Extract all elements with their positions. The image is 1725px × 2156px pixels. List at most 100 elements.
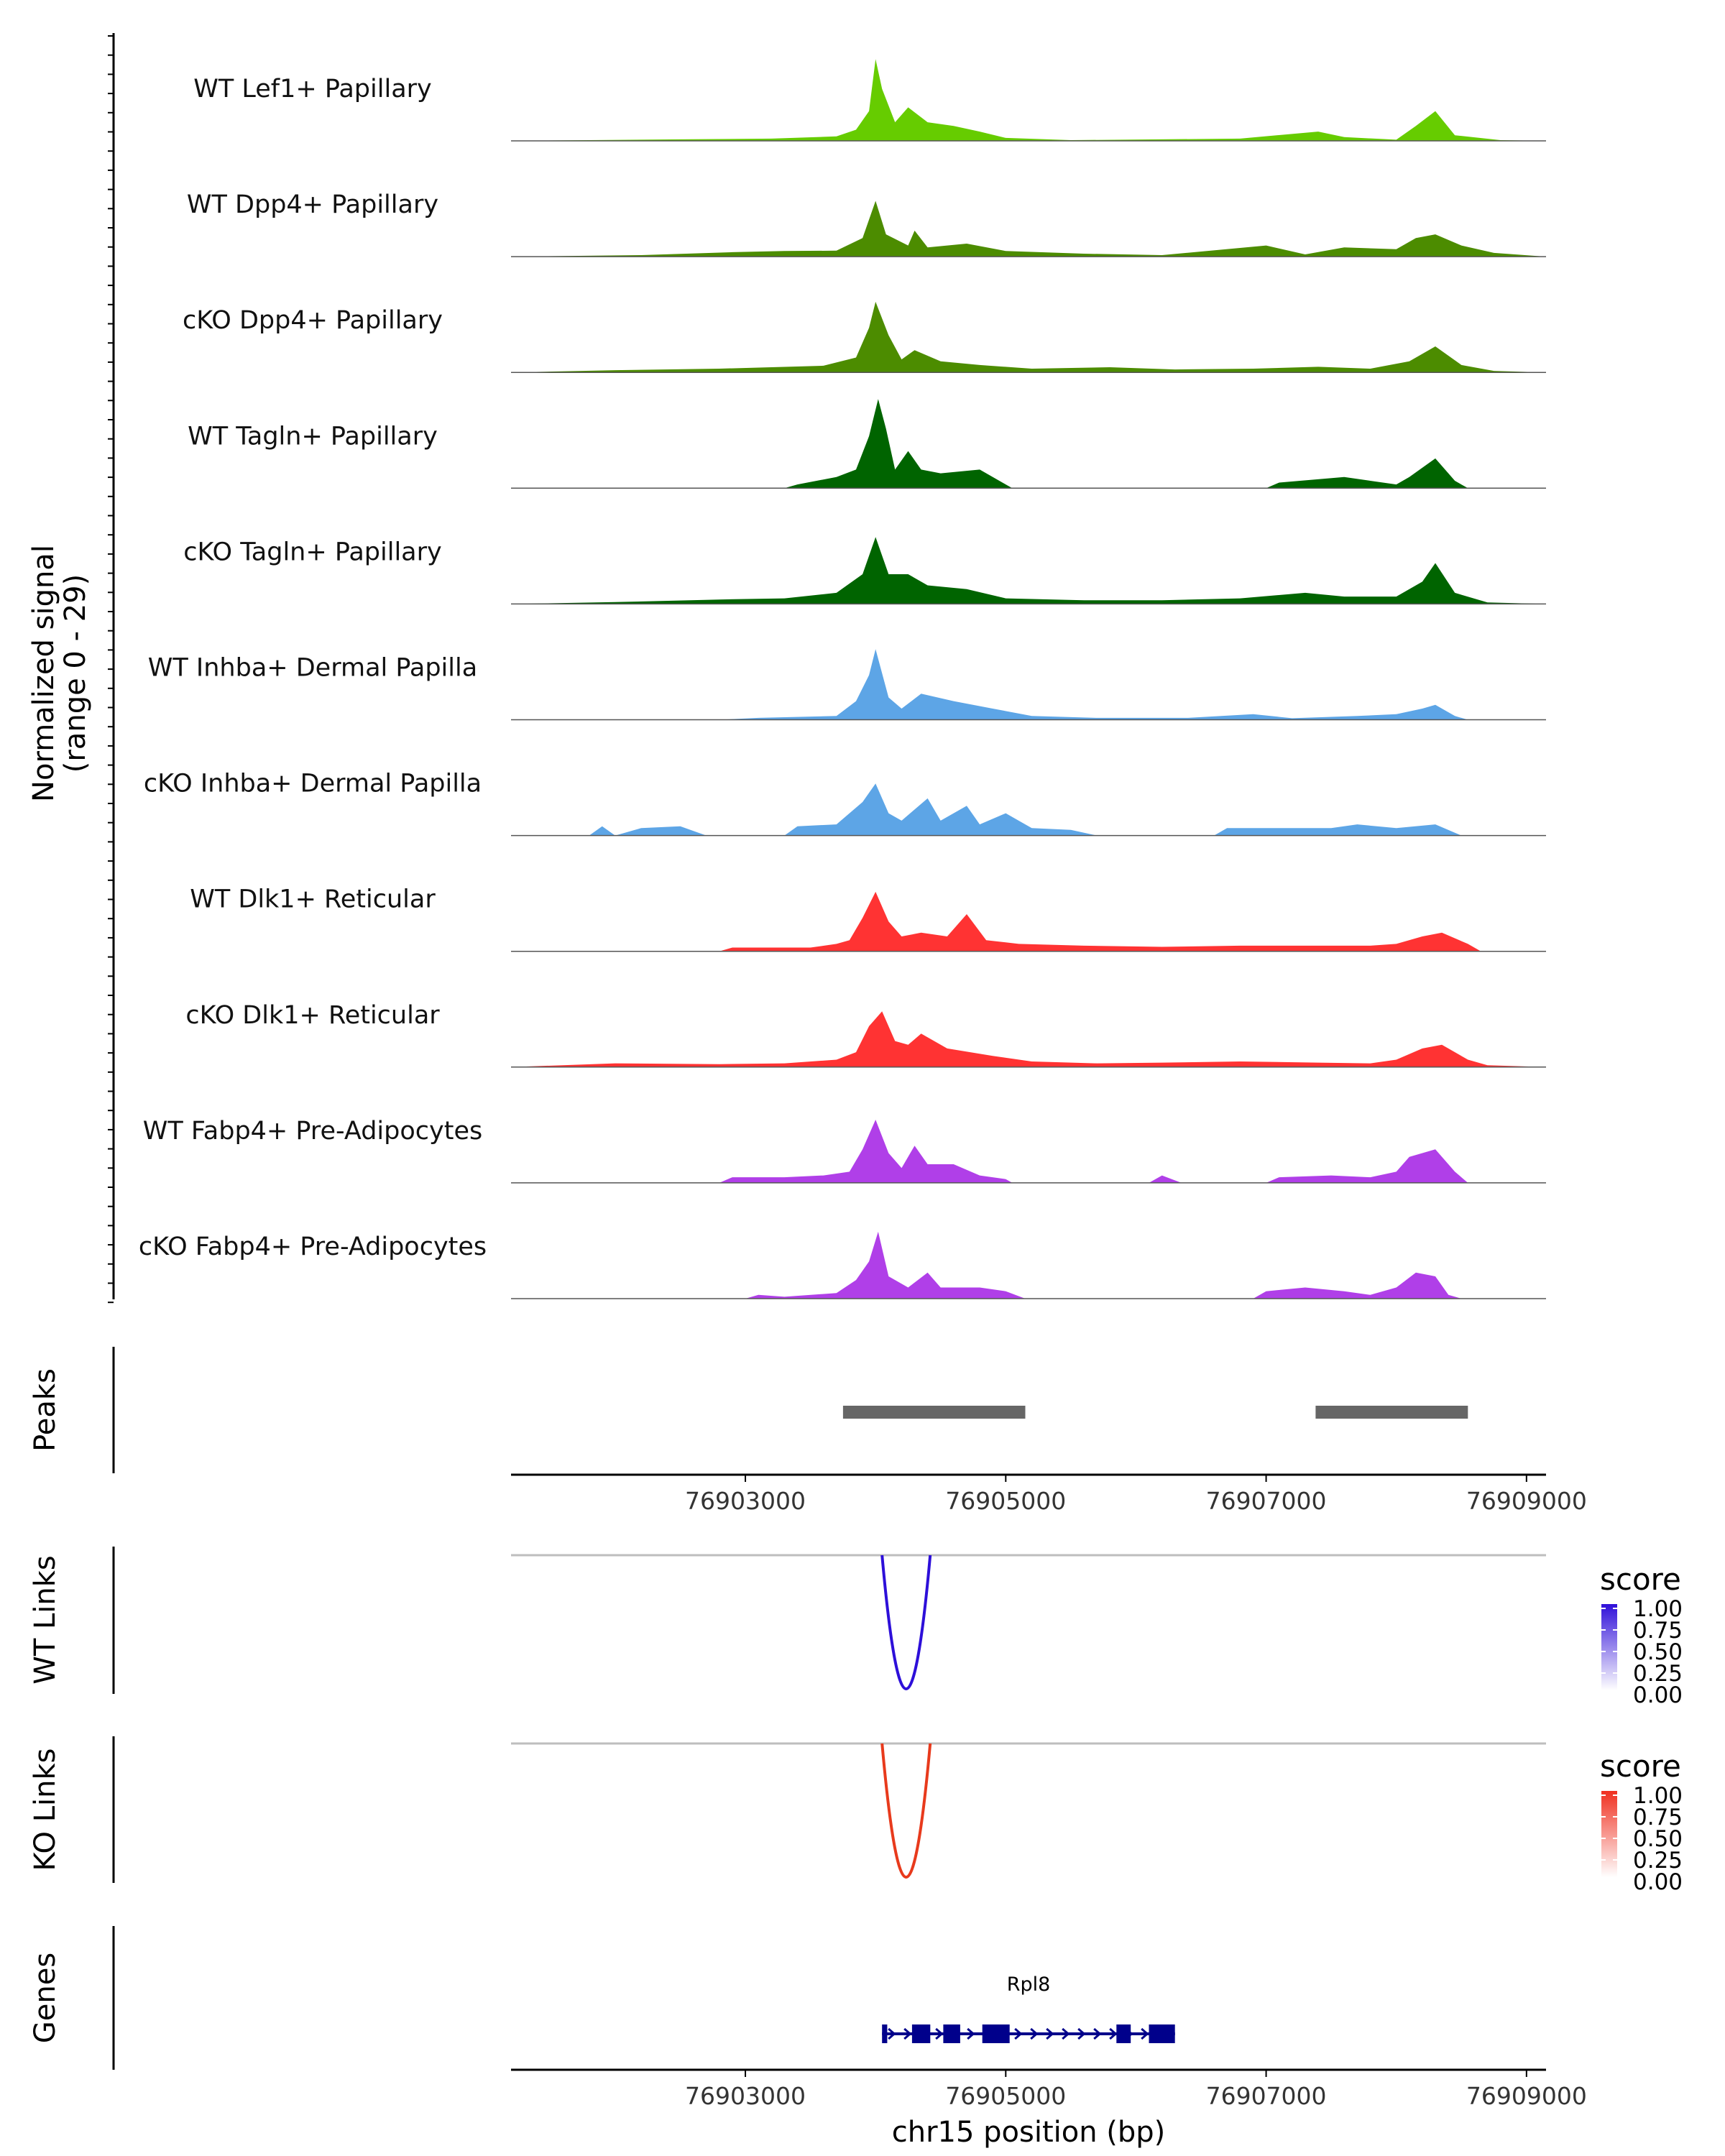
gene-exon (943, 2024, 960, 2043)
link-arc (880, 1743, 932, 1879)
gene-models: Rpl8 (882, 1973, 1175, 2043)
legend-tick-label: 0.75 (1633, 1618, 1683, 1644)
wt-links-label: WT Links (29, 1555, 62, 1684)
gene-exon (1149, 2024, 1175, 2043)
gene-strand-arrow (1030, 2027, 1039, 2040)
x-tick-label: 76903000 (685, 1487, 806, 1515)
coverage-track-label: cKO Inhba+ Dermal Papilla (144, 770, 482, 798)
gene-exon (982, 2024, 1010, 2043)
gene-exon (882, 2024, 888, 2043)
peaks-panel: Peaks 76903000 76905000 76907000 76909000 (29, 1347, 1587, 1515)
coverage-track: cKO Fabp4+ Pre-Adipocytes (139, 1231, 1546, 1299)
x-tick-label: 76907000 (1206, 2082, 1327, 2110)
coverage-axis-ticks (108, 35, 114, 1304)
gene-exon (1116, 2024, 1131, 2043)
coverage-track-label: cKO Dpp4+ Papillary (183, 306, 443, 335)
coverage-area (511, 537, 1546, 604)
gene-strand-arrow (1062, 2027, 1070, 2040)
legend-tick-label: 0.00 (1633, 1682, 1683, 1708)
coverage-track: cKO Dpp4+ Papillary (183, 301, 1546, 373)
coverage-area (511, 1231, 1546, 1299)
genes-panel: Genes Rpl8 76903000 76905000 76907000 76909… (29, 1926, 1587, 2149)
coverage-track: cKO Inhba+ Dermal Papilla (144, 770, 1546, 837)
coverage-track-label: cKO Fabp4+ Pre-Adipocytes (139, 1233, 487, 1261)
coverage-area (511, 649, 1546, 720)
coverage-track-label: WT Dlk1+ Reticular (190, 885, 436, 914)
coverage-track: WT Tagln+ Papillary (188, 399, 1546, 489)
gene-strand-arrow (935, 2027, 944, 2040)
coverage-track: WT Dlk1+ Reticular (190, 885, 1546, 952)
x-tick-label: 76907000 (1206, 1487, 1327, 1515)
legend-tick-label: 1.00 (1633, 1596, 1683, 1622)
genes-x-ticks: 76903000 76905000 76907000 76909000 (685, 2070, 1587, 2110)
gene-strand-arrow (888, 2027, 896, 2040)
peak-region (842, 1406, 1026, 1419)
link-arc (880, 1554, 932, 1690)
coverage-y-label: Normalized signal (27, 545, 60, 802)
coverage-track-label: WT Dpp4+ Papillary (187, 190, 438, 219)
coverage-area (511, 1120, 1546, 1183)
x-tick-label: 76903000 (685, 2082, 806, 2110)
coverage-tracks: WT Lef1+ Papillary WT Dpp4+ Papillary cKO … (139, 59, 1546, 1299)
gene-strand-arrow (967, 2027, 975, 2040)
legend-tick-label: 0.50 (1633, 1826, 1683, 1852)
gene-model: Rpl8 (882, 1973, 1175, 2043)
coverage-track-label: WT Inhba+ Dermal Papilla (148, 654, 477, 683)
coverage-track-label: WT Tagln+ Papillary (188, 422, 438, 451)
gene-exon (911, 2024, 931, 2043)
legend-tick-label: 0.25 (1633, 1848, 1683, 1874)
x-tick-label: 76905000 (945, 2082, 1066, 2110)
x-tick-label: 76909000 (1466, 2082, 1587, 2110)
gene-strand-arrow (1077, 2027, 1086, 2040)
wt-links-arcs (880, 1554, 932, 1690)
legend-tick-label: 0.00 (1633, 1869, 1683, 1895)
coverage-area (511, 301, 1546, 373)
peaks-label: Peaks (29, 1368, 62, 1452)
coverage-track: cKO Dlk1+ Reticular (185, 1001, 1546, 1068)
coverage-area (511, 783, 1546, 836)
x-axis-title: chr15 position (bp) (892, 2116, 1166, 2149)
x-tick-label: 76909000 (1466, 1487, 1587, 1515)
coverage-track: WT Dpp4+ Papillary (187, 190, 1546, 257)
coverage-track-label: WT Fabp4+ Pre-Adipocytes (143, 1117, 482, 1146)
gene-strand-arrow (1046, 2027, 1054, 2040)
coverage-area (511, 891, 1546, 952)
coverage-area (511, 59, 1546, 141)
gene-strand-arrow (1014, 2027, 1023, 2040)
gene-strand-arrow (1109, 2027, 1118, 2040)
gene-strand-arrow (1141, 2027, 1149, 2040)
coverage-track-label: WT Lef1+ Papillary (193, 75, 432, 103)
coverage-track: WT Fabp4+ Pre-Adipocytes (143, 1117, 1546, 1184)
legend-tick-label: 0.75 (1633, 1805, 1683, 1830)
gene-strand-arrow (903, 2027, 912, 2040)
coverage-track-label: cKO Dlk1+ Reticular (185, 1001, 440, 1030)
peaks-x-ticks: 76903000 76905000 76907000 76909000 (685, 1475, 1587, 1515)
ko-links-arcs (880, 1743, 932, 1879)
coverage-area (511, 399, 1546, 489)
coverage-area (511, 1011, 1546, 1067)
x-tick-label: 76905000 (945, 1487, 1066, 1515)
coverage-y-axis: Normalized signal (range 0 - 29) (27, 33, 115, 1304)
coverage-track: cKO Tagln+ Papillary (183, 537, 1546, 605)
genes-label: Genes (29, 1953, 62, 2043)
gene-name-label: Rpl8 (1007, 1973, 1051, 1996)
ko-links-label: KO Links (29, 1749, 62, 1871)
coverage-area (511, 201, 1546, 257)
legend-tick-label: 0.25 (1633, 1661, 1683, 1687)
peak-region (1315, 1406, 1468, 1419)
gene-strand-arrow (1093, 2027, 1102, 2040)
legend-colorbar (1601, 1604, 1617, 1690)
coverage-y-range-label: (range 0 - 29) (59, 574, 92, 773)
legend-tick-label: 1.00 (1633, 1783, 1683, 1809)
coverage-track: WT Inhba+ Dermal Papilla (148, 649, 1546, 721)
legend-title: score (1600, 1562, 1681, 1597)
coverage-track: WT Lef1+ Papillary (193, 59, 1546, 142)
peak-regions (842, 1406, 1468, 1419)
coverage-track-label: cKO Tagln+ Papillary (183, 538, 442, 566)
legend-tick-label: 0.50 (1633, 1639, 1683, 1665)
